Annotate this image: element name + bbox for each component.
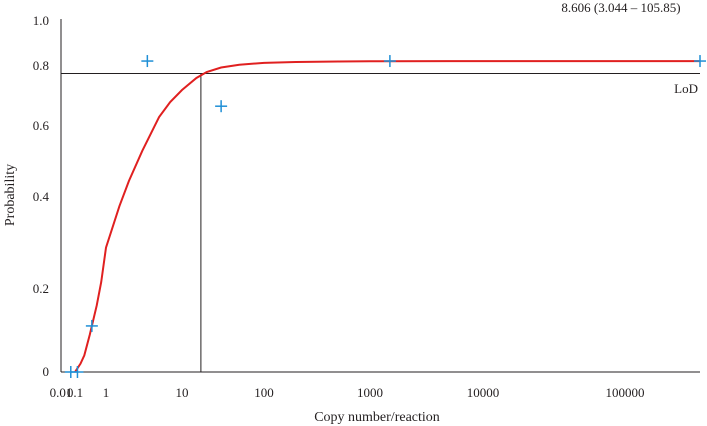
data-point [141, 55, 154, 68]
series-layer [64, 55, 707, 378]
lod-ci-annotation: 8.606 (3.044 – 105.85) [561, 0, 680, 15]
y-axis-title: Probability [3, 164, 18, 226]
x-tick-label: 10000 [467, 385, 500, 400]
x-tick-label: 0.01 [50, 385, 73, 400]
fitted-probit-curve [74, 60, 700, 373]
x-tick-label: 10 [176, 385, 189, 400]
data-point [215, 100, 228, 113]
data-point [694, 55, 707, 68]
y-tick-label: 0 [43, 364, 50, 379]
x-tick-label: 100 [254, 385, 274, 400]
x-tick-label: 1000 [357, 385, 383, 400]
y-tick-label: 0.8 [33, 58, 49, 73]
y-tick-label: 1.0 [33, 13, 49, 28]
data-point [85, 319, 98, 332]
y-tick-labels: 0 0.2 0.4 0.6 0.8 1.0 [33, 13, 50, 379]
x-tick-labels: 0.010.1 1 10 100 1000 10000 100000 [50, 385, 645, 400]
x-tick-label: 1 [103, 385, 110, 400]
data-point [71, 366, 84, 378]
data-point [383, 55, 396, 68]
lod-label: LoD [674, 81, 698, 96]
lod-reference-lines [61, 73, 700, 372]
x-tick-label: 100000 [606, 385, 645, 400]
x-axis-title: Copy number/reaction [314, 410, 440, 425]
y-tick-label: 0.4 [33, 189, 50, 204]
y-tick-label: 0.2 [33, 281, 49, 296]
y-tick-label: 0.6 [33, 118, 50, 133]
axes [60, 19, 700, 373]
x-tick-label: 0.1 [67, 385, 83, 400]
